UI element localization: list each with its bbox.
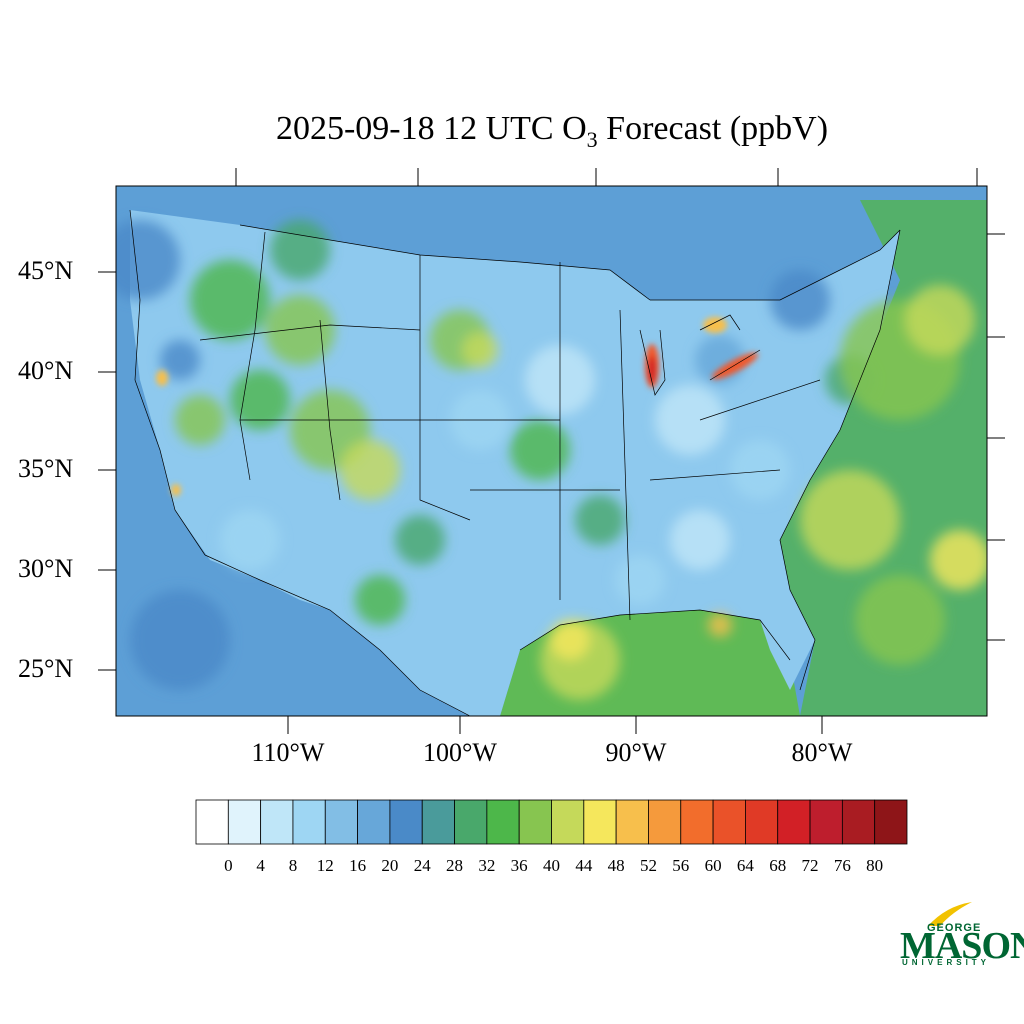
colorbar-swatch [874,799,908,845]
colorbar-label: 20 [381,856,399,875]
page-title: 2025-09-18 12 UTC O3 Forecast (ppbV) [275,110,829,152]
colorbar-swatch [615,799,649,845]
colorbar-label: 12 [316,856,334,875]
colorbar-swatch [551,799,585,845]
colorbar-label: 28 [446,856,464,875]
colorbar-swatch [421,799,455,845]
colorbar-swatch [357,799,391,845]
colorbar-swatch [583,799,617,845]
colorbar-label: 44 [575,856,593,875]
colorbar-swatch [324,799,358,845]
colorbar-swatch [648,799,682,845]
colorbar-swatch [292,799,326,845]
colorbar-label: 40 [543,856,560,875]
lon-label: 80°W [791,738,853,767]
colorbar-label: 24 [413,856,431,875]
colorbar-label: 8 [288,856,298,875]
lon-label: 100°W [423,738,497,767]
colorbar-swatch [777,799,811,845]
lat-label: 45°N [18,256,74,285]
colorbar-swatch [454,799,488,845]
colorbar-label: 48 [607,856,625,875]
colorbar-label: 72 [801,856,819,875]
colorbar-swatch [518,799,552,845]
map-frame [115,185,988,717]
colorbar-swatch [195,799,229,845]
colorbar-swatch [227,799,262,845]
lat-label: 40°N [18,356,74,385]
colorbar-label: 68 [769,856,787,875]
colorbar-label: 60 [704,856,722,875]
logo-swoosh-icon [928,902,972,926]
lat-label: 35°N [18,454,74,483]
colorbar-label: 56 [672,856,690,875]
colorbar-swatch [809,799,843,845]
lat-label: 25°N [18,654,74,683]
colorbar-label: 4 [256,856,265,875]
colorbar-swatch [680,799,714,845]
colorbar-label: 80 [866,856,884,875]
colorbar-swatch [486,799,520,845]
lat-label: 30°N [18,554,74,583]
colorbar-swatch [841,799,876,845]
colorbar-swatch [389,799,423,845]
colorbar-label: 64 [736,856,754,875]
colorbar-label: 36 [510,856,528,875]
gmu-logo: GEORGE MASON UNIVERSITY [894,900,1024,970]
colorbar-swatch [260,799,294,845]
lon-label: 110°W [251,738,325,767]
colorbar-swatch [712,799,746,845]
colorbar-label: 0 [224,856,233,875]
colorbar-label: 76 [833,856,851,875]
colorbar-label: 52 [639,856,657,875]
colorbar-label: 16 [349,856,367,875]
colorbar-swatch [745,799,779,845]
colorbar-label: 32 [478,856,496,875]
lon-label: 90°W [605,738,667,767]
